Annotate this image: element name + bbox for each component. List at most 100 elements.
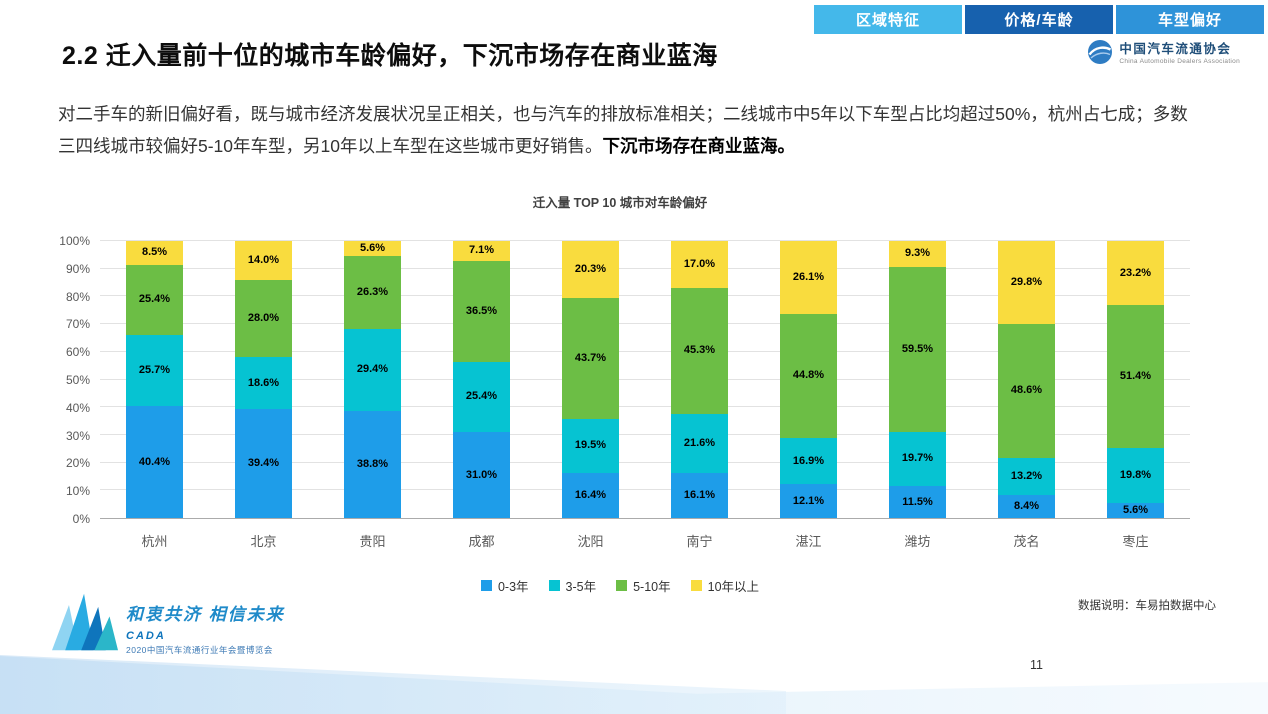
bar-segment-5-10年: 44.8% [780, 313, 837, 438]
nav-tabs: 区域特征 价格/车龄 车型偏好 [814, 5, 1264, 34]
segment-value-label: 36.5% [465, 304, 498, 317]
x-label-贵阳: 贵阳 [359, 534, 386, 549]
bar-segment-10年以上: 29.8% [998, 241, 1055, 324]
legend-swatch [616, 580, 628, 591]
bar-枣庄: 5.6% 19.8% 51.4% 23.2% [1107, 241, 1164, 518]
segment-value-label: 29.4% [356, 363, 389, 376]
x-label-杭州: 杭州 [141, 534, 168, 549]
bar-潍坊: 11.5% 19.7% 59.5% 9.3% [889, 241, 946, 518]
chart-plot-row: 0% 10% 20% 30% 40% 50% 60% 70% 80% 90% 100% 40.4% 2… [50, 235, 1190, 525]
chart-legend: 0-3年 3-5年 5-10年 10年以上 [50, 576, 1190, 595]
gridline [100, 461, 1190, 463]
segment-value-label: 5.6% [1122, 503, 1149, 516]
bar-segment-5-10年: 25.4% [126, 264, 183, 335]
bar-segment-3-5年: 21.6% [671, 413, 728, 474]
bar-segment-3-5年: 19.7% [889, 431, 946, 487]
org-name-cn: 中国汽车流通协会 [1119, 42, 1232, 56]
y-tick-label: 100% [59, 234, 90, 248]
segment-value-label: 14.0% [247, 253, 280, 266]
segment-value-label: 19.7% [901, 452, 934, 465]
gridline [100, 489, 1190, 491]
body-text-normal: 对二手车的新旧偏好看，既与城市经济发展状况呈正相关，也与汽车的排放标准相关；二线… [58, 104, 1188, 157]
legend-swatch [690, 580, 702, 591]
bar-segment-10年以上: 9.3% [889, 241, 946, 267]
bar-segment-3-5年: 13.2% [998, 458, 1055, 495]
segment-value-label: 20.3% [574, 262, 607, 275]
bar-茂名: 8.4% 13.2% 48.6% 29.8% [998, 241, 1055, 518]
segment-value-label: 39.4% [247, 456, 280, 469]
segment-value-label: 8.4% [1013, 499, 1040, 512]
bar-沈阳: 16.4% 19.5% 43.7% 20.3% [562, 241, 619, 518]
segment-value-label: 16.9% [792, 454, 825, 467]
segment-value-label: 12.1% [792, 494, 825, 507]
segment-value-label: 18.6% [247, 376, 280, 389]
x-label-成都: 成都 [468, 534, 495, 549]
segment-value-label: 7.1% [468, 244, 495, 257]
segment-value-label: 25.7% [138, 364, 171, 376]
gridline [100, 350, 1190, 352]
body-paragraph: 对二手车的新旧偏好看，既与城市经济发展状况呈正相关，也与汽车的排放标准相关；二线… [58, 98, 1188, 163]
bar-segment-10年以上: 14.0% [235, 241, 292, 280]
gridline [100, 240, 1190, 241]
segment-value-label: 25.4% [465, 390, 498, 403]
bar-segment-10年以上: 17.0% [671, 241, 728, 289]
bar-segment-0-3年: 16.4% [562, 472, 619, 518]
segment-value-label: 40.4% [138, 455, 171, 468]
expo-logo-text: 和衷共济 相信未来 CADA 2020中国汽车流通行业年会暨博览会 [126, 592, 285, 656]
segment-value-label: 16.1% [683, 489, 716, 502]
org-logo-text: 中国汽车流通协会 China Automobile Dealers Associ… [1119, 38, 1240, 65]
bar-segment-5-10年: 26.3% [344, 256, 401, 330]
bar-segment-0-3年: 5.6% [1107, 502, 1164, 518]
bar-segment-0-3年: 38.8% [344, 410, 401, 518]
bar-segment-0-3年: 31.0% [453, 432, 510, 518]
bar-segment-0-3年: 12.1% [780, 484, 837, 518]
bar-segment-0-3年: 11.5% [889, 486, 946, 518]
org-name-en: China Automobile Dealers Association [1119, 58, 1240, 65]
bar-南宁: 16.1% 21.6% 45.3% 17.0% [671, 241, 728, 518]
tab-2[interactable]: 价格/车龄 [965, 5, 1113, 34]
tab-1[interactable]: 区域特征 [814, 5, 962, 34]
y-tick-label: 10% [65, 484, 90, 499]
bar-杭州: 40.4% 25.7% 25.4% 8.5% [126, 241, 183, 518]
segment-value-label: 45.3% [683, 344, 716, 357]
chart: 迁入量 TOP 10 城市对车龄偏好 0% 10% 20% 30% 40% 50% 60% 7… [50, 192, 1190, 595]
segment-value-label: 23.2% [1119, 266, 1152, 279]
bar-segment-5-10年: 59.5% [889, 266, 946, 432]
gridline [100, 323, 1190, 325]
y-tick-label: 80% [65, 289, 90, 304]
x-label-潍坊: 潍坊 [904, 534, 931, 549]
chart-x-labels: 杭州 北京 贵阳 成都 沈阳 南宁 湛江 潍坊 茂名 枣庄 [100, 519, 1190, 550]
bar-贵阳: 38.8% 29.4% 26.3% 5.6% [344, 241, 401, 518]
segment-value-label: 9.3% [904, 247, 931, 260]
bar-北京: 39.4% 18.6% 28.0% 14.0% [235, 241, 292, 518]
x-label-南宁: 南宁 [686, 534, 713, 549]
legend-item-3-5年: 3-5年 [548, 576, 597, 595]
chart-plot: 40.4% 25.7% 25.4% 8.5% 39.4% 18.6% 28.0% 14.0% 3… [100, 240, 1190, 519]
segment-value-label: 5.6% [359, 242, 386, 255]
bar-segment-10年以上: 5.6% [344, 241, 401, 257]
expo-logo-icon [52, 593, 118, 651]
bar-segment-3-5年: 25.7% [126, 334, 183, 407]
expo-slogan: 和衷共济 相信未来 [126, 605, 285, 624]
segment-value-label: 59.5% [901, 342, 934, 355]
segment-value-label: 38.8% [356, 457, 389, 470]
legend-label: 0-3年 [497, 580, 529, 594]
segment-value-label: 21.6% [683, 436, 716, 449]
y-tick-label: 70% [65, 317, 90, 332]
expo-event-name: 2020中国汽车流通行业年会暨博览会 [126, 645, 273, 655]
segment-value-label: 44.8% [792, 369, 825, 382]
gridline [100, 378, 1190, 380]
bar-segment-3-5年: 19.8% [1107, 447, 1164, 503]
segment-value-label: 26.1% [792, 270, 825, 283]
legend-label: 3-5年 [565, 580, 597, 594]
data-source-note: 数据说明：车易拍数据中心 [1078, 600, 1216, 612]
y-tick-label: 0% [72, 512, 90, 526]
gridline [100, 267, 1190, 269]
segment-value-label: 51.4% [1119, 369, 1152, 382]
bars-container: 40.4% 25.7% 25.4% 8.5% 39.4% 18.6% 28.0% 14.0% 3… [100, 241, 1190, 518]
tab-3[interactable]: 车型偏好 [1116, 5, 1264, 34]
bar-segment-0-3年: 16.1% [671, 473, 728, 518]
bar-segment-10年以上: 7.1% [453, 241, 510, 261]
bar-segment-5-10年: 48.6% [998, 323, 1055, 459]
legend-label: 10年以上 [707, 580, 760, 594]
